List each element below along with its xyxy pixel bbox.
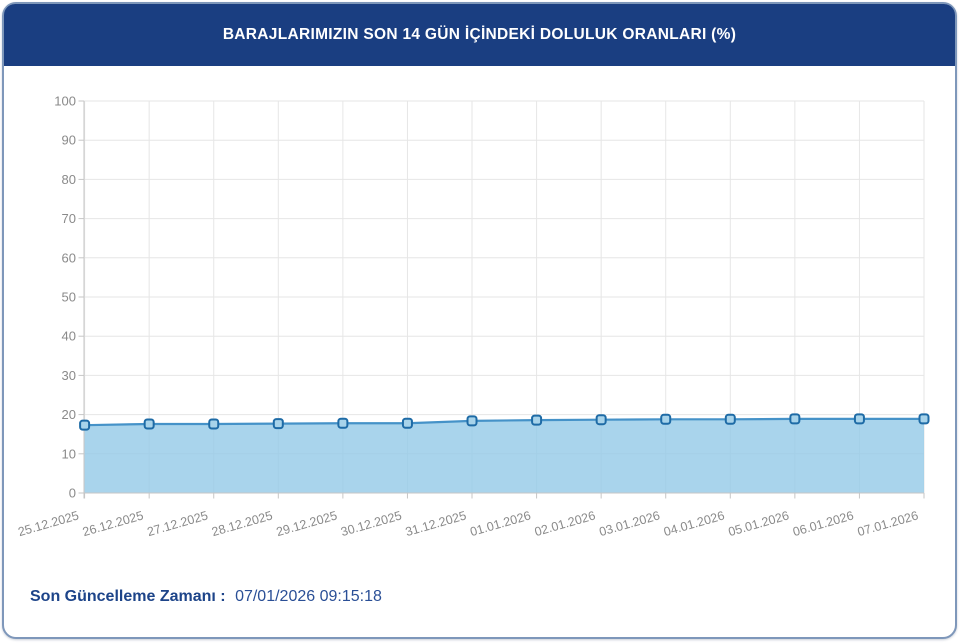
data-point-marker[interactable] <box>272 418 284 430</box>
data-point-marker[interactable] <box>531 414 543 426</box>
last-update-line: Son Güncelleme Zamanı : 07/01/2026 09:15… <box>30 588 382 606</box>
data-point-marker[interactable] <box>918 413 930 425</box>
data-point-marker[interactable] <box>660 413 672 425</box>
data-point-marker[interactable] <box>724 413 736 425</box>
last-update-value: 07/01/2026 09:15:18 <box>235 588 382 605</box>
data-point-marker[interactable] <box>789 413 801 425</box>
chart-header: BARAJLARIMIZIN SON 14 GÜN İÇİNDEKİ DOLUL… <box>4 4 955 66</box>
data-point-marker[interactable] <box>466 415 478 427</box>
data-point-marker[interactable] <box>853 413 865 425</box>
last-update-label: Son Güncelleme Zamanı : <box>30 588 226 605</box>
chart-title: BARAJLARIMIZIN SON 14 GÜN İÇİNDEKİ DOLUL… <box>222 26 737 43</box>
data-point-marker[interactable] <box>143 418 155 430</box>
data-point-marker[interactable] <box>337 417 349 429</box>
data-point-marker[interactable] <box>595 414 607 426</box>
data-point-marker[interactable] <box>208 418 220 430</box>
data-point-marker[interactable] <box>401 417 413 429</box>
data-point-marker[interactable] <box>79 419 91 431</box>
